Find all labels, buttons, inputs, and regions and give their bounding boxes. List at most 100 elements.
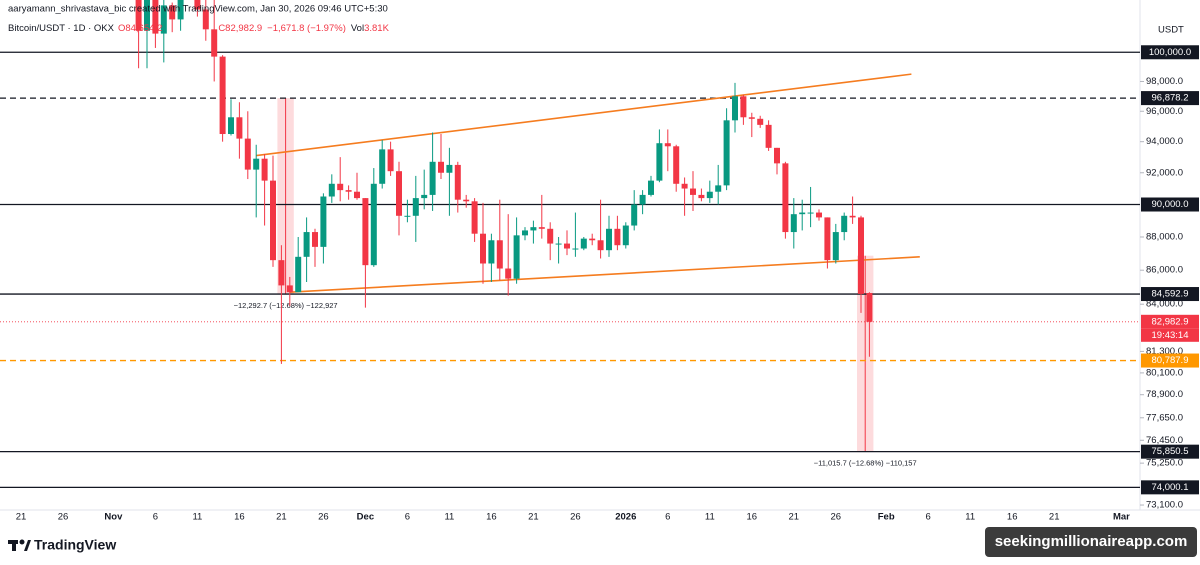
candle-body <box>782 163 789 233</box>
y-tick-label: 80,100.0 <box>1146 367 1183 378</box>
candle-body <box>253 158 260 170</box>
candle-body <box>656 143 663 181</box>
trendline <box>289 256 920 294</box>
x-tick-label: 26 <box>570 512 581 523</box>
measure-label: −11,015.7 (−12.68%) −110,157 <box>814 459 917 468</box>
candle-body <box>706 191 713 199</box>
brand-name: TradingView <box>34 537 116 553</box>
y-tick-label: 92,000.0 <box>1146 167 1183 178</box>
x-tick-label: 6 <box>665 512 670 523</box>
candle-body <box>463 199 470 202</box>
level-badge <box>1141 45 1199 60</box>
candle-body <box>631 204 638 226</box>
x-tick-label: 16 <box>486 512 497 523</box>
x-tick-label: 16 <box>747 512 758 523</box>
candle-body <box>715 185 722 192</box>
level-label: 75,850.5 <box>1152 446 1189 457</box>
brand-logo: TradingView <box>8 537 116 553</box>
level-label: 80,787.9 <box>1152 355 1189 366</box>
candle-body <box>748 117 755 119</box>
level-badge <box>1141 353 1199 368</box>
candle-body <box>681 183 688 189</box>
candle-body <box>438 161 444 173</box>
candle-body <box>765 124 772 148</box>
candle-body <box>404 215 411 217</box>
level-badge <box>1141 287 1199 302</box>
candle-body <box>790 214 797 233</box>
measure-label: −12,292.7 (−12.68%) −122,927 <box>234 301 338 310</box>
candle-body <box>328 183 335 197</box>
candle-body <box>807 212 814 214</box>
level-badge <box>1141 480 1199 495</box>
candle-body <box>732 96 738 121</box>
candle-body <box>303 232 310 257</box>
y-tick-label: 75,250.0 <box>1146 458 1183 469</box>
candle-body <box>228 117 234 135</box>
level-label: 90,000.0 <box>1152 199 1189 210</box>
candle-body <box>664 143 671 147</box>
candle-body <box>580 238 587 249</box>
candle-body <box>841 215 848 233</box>
candle-body <box>169 5 176 20</box>
candle-body <box>597 240 604 251</box>
candle-body <box>513 235 520 279</box>
level-badge <box>1141 91 1199 106</box>
legend-volume-label: Vol <box>351 23 364 34</box>
x-tick-label: 26 <box>831 512 842 523</box>
x-tick-label: 16 <box>1007 512 1018 523</box>
candle-body <box>202 9 209 30</box>
y-tick-label: 76,450.0 <box>1146 435 1183 446</box>
level-label: 82,982.9 <box>1152 316 1189 327</box>
x-tick-label: 11 <box>705 512 715 523</box>
x-tick-label: 21 <box>789 512 800 523</box>
candle-body <box>858 217 864 294</box>
candle-body <box>622 225 629 246</box>
legend-change: −1,671.8 (−1.97%) <box>267 23 346 34</box>
candle-body <box>698 194 705 199</box>
candle-body <box>832 232 839 261</box>
x-tick-label: 2026 <box>615 512 636 523</box>
candle-body <box>648 180 654 195</box>
x-tick-label: 26 <box>318 512 329 523</box>
candle-body <box>480 233 486 264</box>
candle-body <box>723 120 730 186</box>
candle-body <box>236 117 243 139</box>
countdown-badge <box>1141 328 1199 342</box>
legend-close: C82,982.9 <box>218 23 262 34</box>
candle-body <box>194 0 201 10</box>
candle-body <box>421 194 428 199</box>
x-tick-label: 6 <box>926 512 931 523</box>
candle-body <box>673 146 680 184</box>
candle-body <box>799 212 806 215</box>
y-tick-label: 96,000.0 <box>1146 106 1183 117</box>
watermark: seekingmillionaireapp.com <box>995 533 1188 550</box>
y-tick-label: 94,000.0 <box>1146 136 1183 147</box>
y-tick-label: 84,000.0 <box>1146 299 1183 310</box>
x-tick-label: Mar <box>1113 512 1130 523</box>
x-tick-label: 11 <box>192 512 202 523</box>
x-tick-label: 11 <box>965 512 975 523</box>
candle-body <box>270 180 276 261</box>
candle-body <box>614 228 621 246</box>
currency-label: USDT <box>1158 25 1184 36</box>
candle-body <box>286 285 293 293</box>
subtitle: aaryamann_shrivastava_bic created with T… <box>8 4 388 15</box>
countdown: 19:43:14 <box>1152 330 1189 341</box>
x-tick-label: 11 <box>444 512 454 523</box>
candle-body <box>555 243 562 245</box>
level-badge <box>1141 314 1199 329</box>
candle-body <box>354 191 360 199</box>
candle-body <box>177 0 184 20</box>
candle-body <box>547 228 554 244</box>
candle-body <box>564 243 570 249</box>
candle-body <box>345 190 352 192</box>
level-label: 100,000.0 <box>1149 47 1191 58</box>
candle-body <box>379 149 386 184</box>
candle-body <box>152 0 159 34</box>
y-tick-label: 77,650.0 <box>1146 412 1183 423</box>
candle-body <box>690 188 696 195</box>
candle-body <box>849 215 856 218</box>
candle-body <box>337 183 344 191</box>
candle-body <box>824 217 831 261</box>
